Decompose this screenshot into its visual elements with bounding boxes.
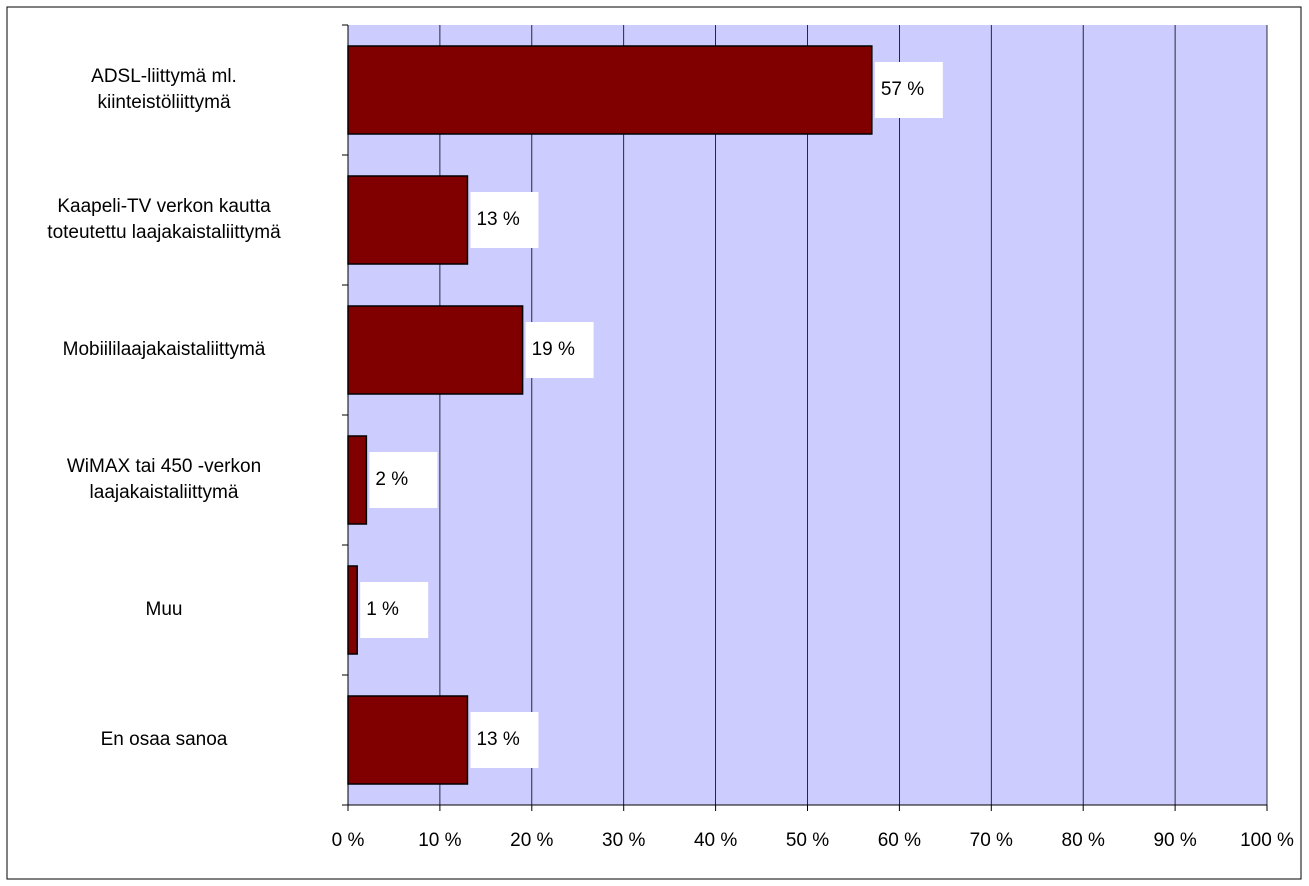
- bar: [347, 305, 524, 395]
- bar: [347, 175, 469, 265]
- value-label: 1 %: [366, 599, 399, 620]
- x-tick-label: 0 %: [332, 830, 365, 851]
- category-label: ADSL-liittymä ml. kiinteistöliittymä: [91, 66, 237, 113]
- value-label: 13 %: [476, 729, 519, 750]
- category-label: Mobiililaajakaistaliittymä: [62, 339, 266, 360]
- x-tick-label: 30 %: [602, 830, 645, 851]
- x-tick-label: 50 %: [786, 830, 829, 851]
- bar: [347, 435, 368, 525]
- value-label: 13 %: [476, 209, 519, 230]
- category-label: Muu: [145, 599, 183, 620]
- x-tick-label: 40 %: [694, 830, 737, 851]
- value-label-box: [525, 322, 594, 378]
- bar: [347, 565, 358, 655]
- x-tick-label: 60 %: [878, 830, 921, 851]
- bar: [347, 45, 873, 135]
- category-label: WiMAX tai 450 -verkon laajakaistaliittym…: [66, 456, 262, 503]
- category-label: En osaa sanoa: [100, 729, 228, 750]
- x-tick-label: 20 %: [510, 830, 553, 851]
- value-label: 19 %: [532, 339, 575, 360]
- value-label-box: [369, 452, 438, 508]
- category-label: Kaapeli-TV verkon kautta toteutettu laaj…: [47, 196, 281, 243]
- value-label-box: [470, 712, 539, 768]
- x-tick-label: 10 %: [418, 830, 461, 851]
- x-tick-label: 70 %: [970, 830, 1013, 851]
- value-label-box: [360, 582, 429, 638]
- value-label: 2 %: [375, 469, 408, 490]
- value-label-box: [874, 62, 943, 118]
- x-tick-label: 100 %: [1240, 830, 1294, 851]
- value-label: 57 %: [881, 79, 924, 100]
- x-tick-label: 90 %: [1153, 830, 1196, 851]
- bar: [347, 695, 469, 785]
- value-label-box: [470, 192, 539, 248]
- x-tick-label: 80 %: [1062, 830, 1105, 851]
